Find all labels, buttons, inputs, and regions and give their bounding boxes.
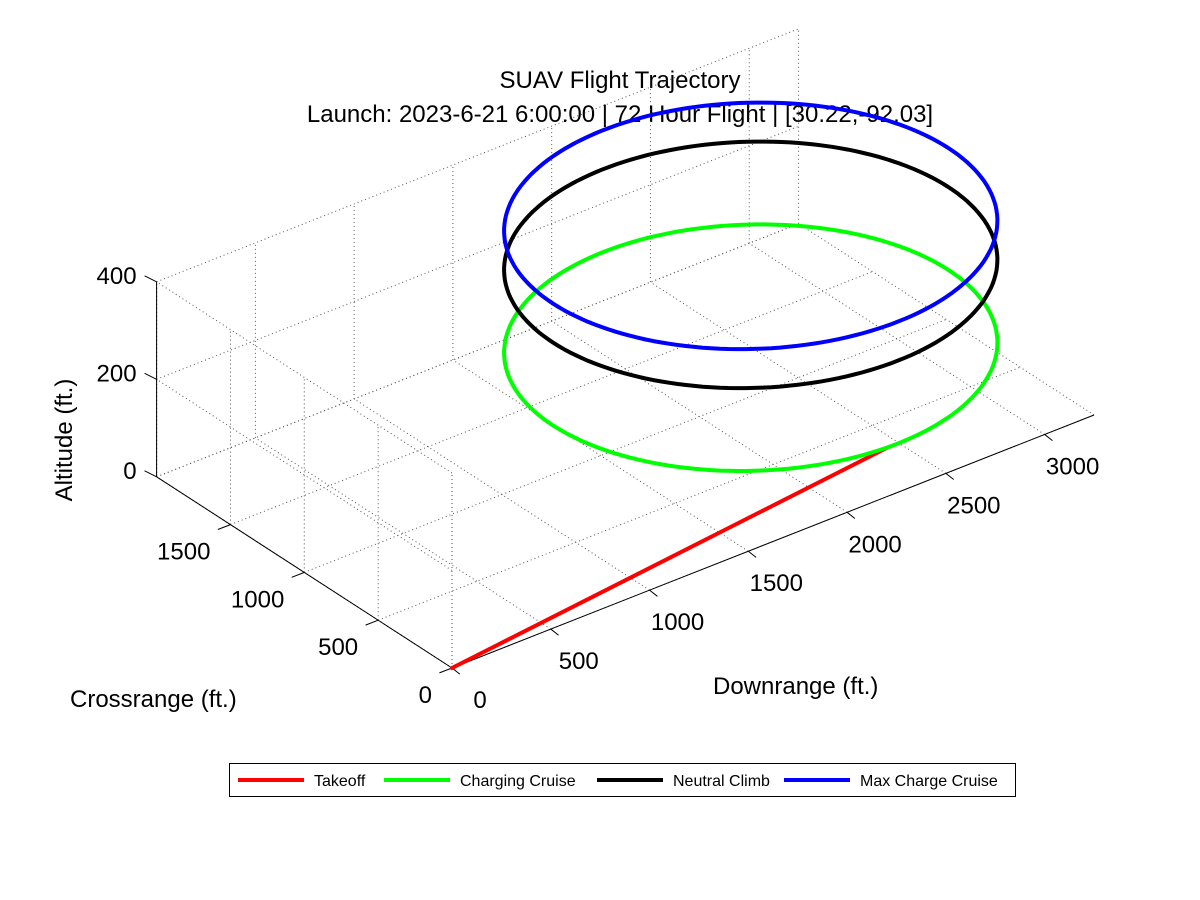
z-tick-mark [144, 372, 157, 380]
y-tick-label: 1000 [231, 586, 284, 613]
x-tick-label: 3000 [1046, 453, 1099, 480]
axes [144, 275, 1095, 675]
x-tick-mark [649, 589, 658, 597]
y-tick-label: 500 [318, 634, 358, 661]
grid-line [230, 271, 873, 526]
x-tick-mark [846, 511, 856, 519]
x-tick-label: 0 [473, 687, 486, 714]
z-tick-mark [144, 275, 157, 283]
y-tick-label: 0 [419, 682, 432, 709]
x-tick-mark [748, 550, 757, 558]
x-tick-label: 2000 [848, 531, 901, 558]
series-charging-cruise [502, 222, 1000, 473]
y-tick-label: 1500 [157, 539, 210, 566]
y-tick-mark [291, 571, 305, 578]
legend-label: Neutral Climb [673, 773, 770, 790]
x-tick-label: 1500 [750, 570, 803, 597]
x-tick-label: 1000 [651, 609, 704, 636]
x-tick-mark [550, 628, 559, 636]
y-tick-mark [217, 524, 231, 530]
series-layer [450, 100, 1000, 670]
x-tick-mark [1044, 434, 1053, 442]
z-tick-label: 200 [97, 360, 137, 387]
x-axis-label: Downrange (ft.) [713, 673, 878, 700]
chart-title: SUAV Flight Trajectory [500, 67, 741, 94]
grid-line [377, 366, 1021, 621]
tick-labels: 0 500 1000 1500 2000 2500 3000 0 500 1000 1500 0 200… [97, 263, 1100, 714]
z-axis-label: Altitude (ft.) [51, 379, 78, 502]
x-axis-line [451, 414, 1095, 669]
y-tick-mark [365, 619, 379, 626]
legend-label: Charging Cruise [460, 773, 576, 790]
x-tick-mark [945, 472, 954, 480]
legend-label: Takeoff [314, 773, 366, 790]
x-tick-label: 2500 [947, 492, 1000, 519]
z-tick-mark [144, 470, 157, 478]
grid-line [156, 125, 799, 380]
grid-line [156, 223, 799, 478]
grid-line [650, 281, 947, 474]
x-tick-label: 500 [559, 648, 599, 675]
z-tick-label: 0 [123, 458, 136, 485]
grid-line [156, 223, 799, 478]
grid-line [798, 223, 1095, 416]
grid-line [255, 437, 552, 630]
series-max-charge-cruise [502, 100, 1000, 352]
y-tick-mark [439, 667, 453, 674]
legend-label: Max Charge Cruise [860, 773, 998, 790]
series-neutral-climb [502, 139, 1000, 391]
z-tick-label: 400 [97, 263, 137, 290]
y-axis-label: Crossrange (ft.) [70, 686, 237, 713]
series-takeoff [450, 446, 889, 670]
legend: Takeoff Charging Cruise Neutral Climb Max C… [229, 763, 1016, 797]
